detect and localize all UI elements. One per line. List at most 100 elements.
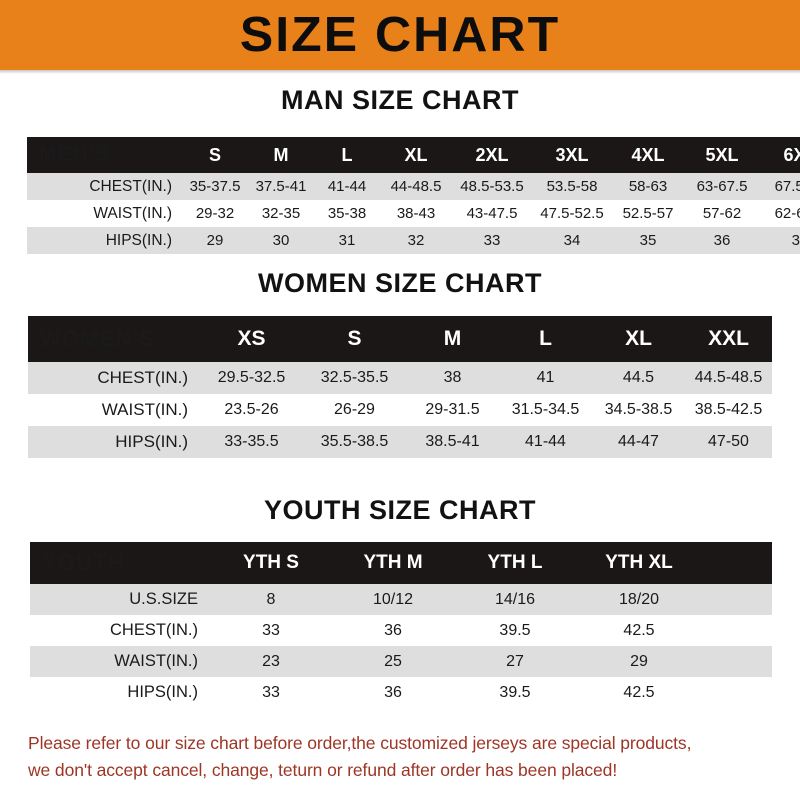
men-chest-2xl: 48.5-53.5 <box>452 173 532 200</box>
men-hips-6xl: 37 <box>760 227 800 254</box>
men-row-label-chest: CHEST(IN.) <box>27 173 182 200</box>
banner: SIZE CHART <box>0 0 800 70</box>
youth-chest-xl: 42.5 <box>576 615 702 646</box>
youth-hips-xl: 42.5 <box>576 677 702 708</box>
men-size-table: MEN'S S M L XL 2XL 3XL 4XL 5XL 6XL CHEST… <box>27 137 800 254</box>
men-chest-6xl: 67.5-72 <box>760 173 800 200</box>
youth-size-col-m: YTH M <box>332 542 454 584</box>
youth-row-spacer <box>702 646 772 677</box>
men-header-label: MEN'S <box>27 137 182 173</box>
table-row: U.S.SIZE 8 10/12 14/16 18/20 <box>30 584 772 615</box>
men-size-col-l: L <box>314 137 380 173</box>
men-chest-4xl: 58-63 <box>612 173 684 200</box>
banner-shadow <box>0 70 800 74</box>
youth-ussize-s: 8 <box>210 584 332 615</box>
men-chest-s: 35-37.5 <box>182 173 248 200</box>
youth-chest-l: 39.5 <box>454 615 576 646</box>
women-chest-xl: 44.5 <box>592 362 685 394</box>
men-chest-m: 37.5-41 <box>248 173 314 200</box>
women-size-col-s: S <box>303 316 406 362</box>
men-size-col-2xl: 2XL <box>452 137 532 173</box>
women-waist-xs: 23.5-26 <box>200 394 303 426</box>
table-row: CHEST(IN.) 33 36 39.5 42.5 <box>30 615 772 646</box>
men-hips-xl: 32 <box>380 227 452 254</box>
women-hips-s: 35.5-38.5 <box>303 426 406 458</box>
women-waist-l: 31.5-34.5 <box>499 394 592 426</box>
table-row: WAIST(IN.) 23.5-26 26-29 29-31.5 31.5-34… <box>28 394 772 426</box>
youth-row-spacer <box>702 584 772 615</box>
men-waist-l: 35-38 <box>314 200 380 227</box>
youth-header-spacer <box>702 542 772 584</box>
women-waist-m: 29-31.5 <box>406 394 499 426</box>
men-hips-5xl: 36 <box>684 227 760 254</box>
men-row-label-waist: WAIST(IN.) <box>27 200 182 227</box>
men-chest-3xl: 53.5-58 <box>532 173 612 200</box>
youth-hips-l: 39.5 <box>454 677 576 708</box>
women-size-table: WOMEN'S XS S M L XL XXL CHEST(IN.) 29.5-… <box>28 316 772 458</box>
men-hips-3xl: 34 <box>532 227 612 254</box>
men-size-col-6xl: 6XL <box>760 137 800 173</box>
table-row: CHEST(IN.) 29.5-32.5 32.5-35.5 38 41 44.… <box>28 362 772 394</box>
footer-note: Please refer to our size chart before or… <box>28 730 776 784</box>
footer-note-line-2: we don't accept cancel, change, teturn o… <box>28 760 618 781</box>
youth-ussize-m: 10/12 <box>332 584 454 615</box>
table-row: WAIST(IN.) 29-32 32-35 35-38 38-43 43-47… <box>27 200 800 227</box>
women-waist-xl: 34.5-38.5 <box>592 394 685 426</box>
men-waist-5xl: 57-62 <box>684 200 760 227</box>
youth-row-spacer <box>702 677 772 708</box>
youth-chest-s: 33 <box>210 615 332 646</box>
women-waist-s: 26-29 <box>303 394 406 426</box>
men-size-col-xl: XL <box>380 137 452 173</box>
youth-row-label-waist: WAIST(IN.) <box>30 646 210 677</box>
youth-ussize-xl: 18/20 <box>576 584 702 615</box>
section-title-women: WOMEN SIZE CHART <box>258 268 542 298</box>
men-waist-xl: 38-43 <box>380 200 452 227</box>
men-size-col-m: M <box>248 137 314 173</box>
women-size-col-xs: XS <box>200 316 303 362</box>
men-size-col-s: S <box>182 137 248 173</box>
men-size-col-3xl: 3XL <box>532 137 612 173</box>
youth-row-label-hips: HIPS(IN.) <box>30 677 210 708</box>
women-chest-xs: 29.5-32.5 <box>200 362 303 394</box>
men-waist-3xl: 47.5-52.5 <box>532 200 612 227</box>
men-hips-s: 29 <box>182 227 248 254</box>
table-row: CHEST(IN.) 35-37.5 37.5-41 41-44 44-48.5… <box>27 173 800 200</box>
youth-row-label-chest: CHEST(IN.) <box>30 615 210 646</box>
women-header-label: WOMEN'S <box>28 316 200 362</box>
women-size-col-xxl: XXL <box>685 316 772 362</box>
men-waist-2xl: 43-47.5 <box>452 200 532 227</box>
youth-size-col-l: YTH L <box>454 542 576 584</box>
women-waist-xxl: 38.5-42.5 <box>685 394 772 426</box>
women-size-col-l: L <box>499 316 592 362</box>
men-waist-6xl: 62-66.5 <box>760 200 800 227</box>
women-row-label-hips: HIPS(IN.) <box>28 426 200 458</box>
women-chest-xxl: 44.5-48.5 <box>685 362 772 394</box>
women-row-label-waist: WAIST(IN.) <box>28 394 200 426</box>
women-chest-m: 38 <box>406 362 499 394</box>
youth-hips-s: 33 <box>210 677 332 708</box>
men-hips-l: 31 <box>314 227 380 254</box>
men-hips-m: 30 <box>248 227 314 254</box>
women-row-label-chest: CHEST(IN.) <box>28 362 200 394</box>
men-waist-m: 32-35 <box>248 200 314 227</box>
youth-row-spacer <box>702 615 772 646</box>
section-title-man: MAN SIZE CHART <box>281 85 519 115</box>
youth-hips-m: 36 <box>332 677 454 708</box>
youth-size-col-s: YTH S <box>210 542 332 584</box>
men-hips-4xl: 35 <box>612 227 684 254</box>
women-hips-l: 41-44 <box>499 426 592 458</box>
men-hips-2xl: 33 <box>452 227 532 254</box>
banner-title: SIZE CHART <box>239 7 561 62</box>
youth-waist-l: 27 <box>454 646 576 677</box>
youth-chest-m: 36 <box>332 615 454 646</box>
youth-size-table: YOUTH YTH S YTH M YTH L YTH XL U.S.SIZE … <box>30 542 772 708</box>
men-waist-s: 29-32 <box>182 200 248 227</box>
women-chest-l: 41 <box>499 362 592 394</box>
men-table-header-row: MEN'S S M L XL 2XL 3XL 4XL 5XL 6XL <box>27 137 800 173</box>
women-size-col-xl: XL <box>592 316 685 362</box>
table-row: HIPS(IN.) 33-35.5 35.5-38.5 38.5-41 41-4… <box>28 426 772 458</box>
men-chest-xl: 44-48.5 <box>380 173 452 200</box>
women-table-header-row: WOMEN'S XS S M L XL XXL <box>28 316 772 362</box>
women-hips-m: 38.5-41 <box>406 426 499 458</box>
